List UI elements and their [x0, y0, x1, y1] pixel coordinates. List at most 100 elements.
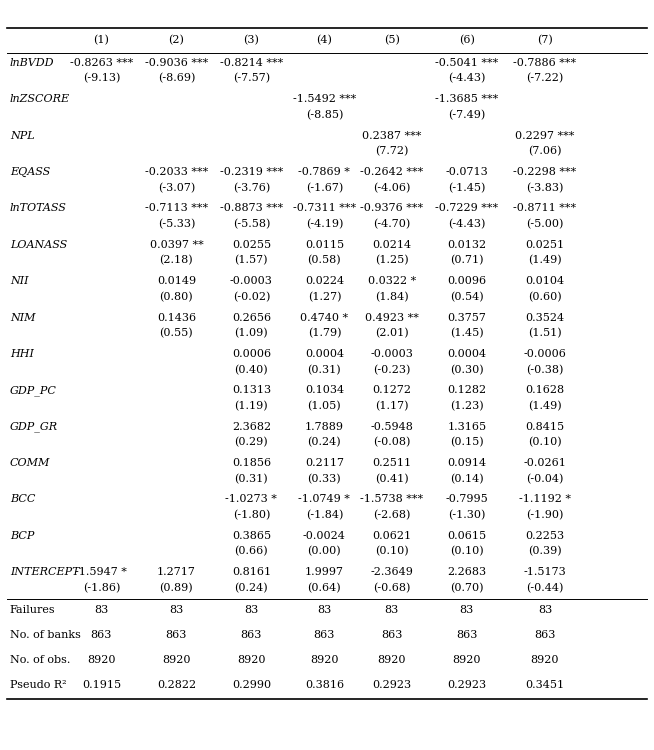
Text: lnBVDD: lnBVDD: [10, 58, 54, 68]
Text: -1.5492 ***: -1.5492 ***: [293, 94, 356, 104]
Text: (1.49): (1.49): [528, 255, 562, 266]
Text: (5): (5): [384, 35, 400, 46]
Text: (0.39): (0.39): [528, 546, 562, 556]
Text: 0.3816: 0.3816: [305, 680, 344, 690]
Text: (7.06): (7.06): [528, 146, 562, 157]
Text: 1.7889: 1.7889: [305, 422, 344, 432]
Text: 83: 83: [317, 605, 332, 615]
Text: -0.0713: -0.0713: [445, 167, 488, 177]
Text: 0.0397 **: 0.0397 **: [150, 240, 203, 250]
Text: 0.2117: 0.2117: [305, 458, 344, 468]
Text: (-0.04): (-0.04): [526, 473, 564, 484]
Text: BCP: BCP: [10, 531, 34, 541]
Text: 0.0132: 0.0132: [447, 240, 487, 250]
Text: 0.1034: 0.1034: [305, 386, 344, 395]
Text: (0.64): (0.64): [307, 583, 341, 593]
Text: GDP_PC: GDP_PC: [10, 385, 57, 396]
Text: 0.3524: 0.3524: [525, 313, 564, 322]
Text: (-5.00): (-5.00): [526, 219, 564, 230]
Text: (-4.70): (-4.70): [373, 219, 410, 230]
Text: -0.2319 ***: -0.2319 ***: [220, 167, 283, 177]
Text: (-5.33): (-5.33): [158, 219, 195, 230]
Text: 863: 863: [91, 630, 112, 640]
Text: (0.70): (0.70): [450, 583, 483, 593]
Text: 83: 83: [385, 605, 399, 615]
Text: (3): (3): [243, 35, 259, 46]
Text: 0.0615: 0.0615: [447, 531, 487, 541]
Text: (-8.85): (-8.85): [306, 110, 343, 120]
Text: (4): (4): [317, 35, 332, 46]
Text: -0.0006: -0.0006: [523, 349, 566, 359]
Text: (0.15): (0.15): [450, 437, 483, 448]
Text: 0.2253: 0.2253: [525, 531, 564, 541]
Text: LOANASS: LOANASS: [10, 240, 67, 250]
Text: 0.1628: 0.1628: [525, 386, 564, 395]
Text: 0.0224: 0.0224: [305, 276, 344, 286]
Text: 1.3165: 1.3165: [447, 422, 487, 432]
Text: -0.0024: -0.0024: [303, 531, 346, 541]
Text: -0.8711 ***: -0.8711 ***: [513, 203, 576, 214]
Text: 0.3451: 0.3451: [525, 680, 564, 690]
Text: 0.0115: 0.0115: [305, 240, 344, 250]
Text: (-0.38): (-0.38): [526, 364, 564, 375]
Text: 0.0255: 0.0255: [232, 240, 271, 250]
Text: (-1.80): (-1.80): [233, 510, 270, 520]
Text: 0.1915: 0.1915: [82, 680, 121, 690]
Text: (1.49): (1.49): [528, 400, 562, 411]
Text: (0.10): (0.10): [528, 437, 562, 448]
Text: (1.57): (1.57): [235, 255, 268, 266]
Text: (-1.45): (-1.45): [448, 182, 485, 193]
Text: 0.8161: 0.8161: [232, 567, 271, 578]
Text: (0.29): (0.29): [235, 437, 268, 448]
Text: (0.55): (0.55): [160, 328, 193, 338]
Text: 1.2717: 1.2717: [157, 567, 196, 578]
Text: -0.5948: -0.5948: [370, 422, 413, 432]
Text: (-3.83): (-3.83): [526, 182, 564, 193]
Text: (0.33): (0.33): [307, 473, 341, 484]
Text: (1.05): (1.05): [307, 400, 341, 411]
Text: 8920: 8920: [87, 655, 116, 665]
Text: -1.3685 ***: -1.3685 ***: [435, 94, 498, 104]
Text: (-9.13): (-9.13): [82, 74, 120, 84]
Text: (-0.23): (-0.23): [373, 364, 411, 375]
Text: 863: 863: [534, 630, 556, 640]
Text: -0.7869 *: -0.7869 *: [298, 167, 351, 177]
Text: (0.24): (0.24): [235, 583, 268, 593]
Text: lnZSCORE: lnZSCORE: [10, 94, 70, 104]
Text: 1.9997: 1.9997: [305, 567, 344, 578]
Text: Failures: Failures: [10, 605, 56, 615]
Text: 8920: 8920: [453, 655, 481, 665]
Text: (1.23): (1.23): [450, 400, 483, 411]
Text: (-1.84): (-1.84): [306, 510, 343, 520]
Text: 0.2990: 0.2990: [232, 680, 271, 690]
Text: NII: NII: [10, 276, 28, 286]
Text: (1.09): (1.09): [235, 328, 268, 338]
Text: -1.0273 *: -1.0273 *: [226, 494, 277, 505]
Text: (-1.86): (-1.86): [82, 583, 120, 593]
Text: -0.2298 ***: -0.2298 ***: [513, 167, 577, 177]
Text: (7.72): (7.72): [375, 146, 408, 157]
Text: BCC: BCC: [10, 494, 35, 505]
Text: (-3.76): (-3.76): [233, 182, 270, 193]
Text: No. of banks: No. of banks: [10, 630, 80, 640]
Text: 8920: 8920: [237, 655, 266, 665]
Text: 0.1436: 0.1436: [157, 313, 196, 322]
Text: (-7.22): (-7.22): [526, 74, 564, 84]
Text: 0.2923: 0.2923: [372, 680, 411, 690]
Text: -0.0003: -0.0003: [230, 276, 273, 286]
Text: 83: 83: [169, 605, 184, 615]
Text: -2.3649: -2.3649: [370, 567, 413, 578]
Text: 0.2656: 0.2656: [232, 313, 271, 322]
Text: 8920: 8920: [530, 655, 559, 665]
Text: (0.31): (0.31): [235, 473, 268, 484]
Text: 0.1272: 0.1272: [372, 386, 411, 395]
Text: 863: 863: [314, 630, 335, 640]
Text: -0.0261: -0.0261: [523, 458, 566, 468]
Text: NIM: NIM: [10, 313, 35, 322]
Text: Pseudo R²: Pseudo R²: [10, 680, 66, 690]
Text: (1.25): (1.25): [375, 255, 409, 266]
Text: 0.8415: 0.8415: [525, 422, 564, 432]
Text: (-1.67): (-1.67): [306, 182, 343, 193]
Text: 863: 863: [381, 630, 402, 640]
Text: (2.01): (2.01): [375, 328, 409, 338]
